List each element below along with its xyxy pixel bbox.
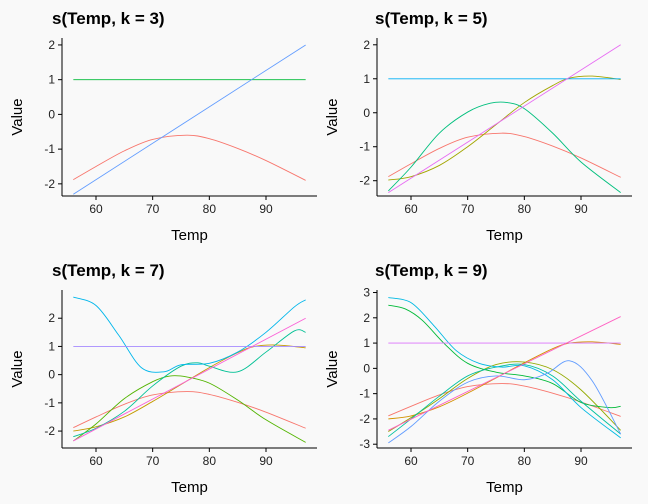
- chart-panel-4: s(Temp, k = 9) -3 -2 -1 0 1 2 3 60 70 80 90 Temp Valu…: [324, 261, 632, 496]
- series-line-5: [388, 363, 621, 437]
- x-tick-label: 90: [574, 202, 588, 216]
- series-line-1: [73, 134, 306, 181]
- y-tick-label: 1: [363, 336, 370, 350]
- y-tick-label: 1: [363, 72, 370, 86]
- series-line-5: [388, 44, 621, 193]
- panel-title: s(Temp, k = 9): [375, 261, 488, 280]
- x-tick-label: 80: [518, 202, 532, 216]
- series-line-3: [73, 44, 306, 195]
- y-tick-label: -1: [44, 142, 55, 156]
- y-tick-label: 0: [363, 106, 370, 120]
- y-axis-title: Value: [9, 350, 26, 387]
- x-tick-label: 60: [404, 202, 418, 216]
- series-line-5: [73, 296, 306, 373]
- y-tick-label: 2: [363, 311, 370, 325]
- y-tick-label: 2: [48, 311, 55, 325]
- y-tick-label: 2: [48, 38, 55, 52]
- y-axis-title: Value: [324, 350, 341, 387]
- y-tick-label: 2: [363, 38, 370, 52]
- series-line-4: [73, 329, 306, 438]
- x-tick-label: 70: [146, 202, 160, 216]
- x-tick-label: 70: [461, 454, 475, 468]
- x-tick-label: 80: [203, 454, 217, 468]
- x-tick-label: 60: [404, 454, 418, 468]
- y-tick-label: 1: [48, 73, 55, 87]
- x-tick-label: 90: [574, 454, 588, 468]
- y-tick-label: -1: [359, 140, 370, 154]
- y-tick-label: -2: [359, 174, 370, 188]
- y-tick-label: -1: [359, 387, 370, 401]
- x-tick-label: 90: [259, 202, 273, 216]
- panel-title: s(Temp, k = 7): [52, 261, 165, 280]
- x-tick-label: 60: [89, 202, 103, 216]
- series-line-4: [388, 304, 621, 409]
- y-tick-label: 0: [48, 107, 55, 121]
- x-axis-title: Temp: [171, 227, 208, 244]
- series-line-2: [73, 344, 306, 432]
- x-axis-title: Temp: [486, 227, 523, 244]
- y-tick-label: -2: [44, 177, 55, 191]
- y-tick-label: -2: [44, 424, 55, 438]
- y-axis-title: Value: [9, 98, 26, 135]
- x-tick-label: 80: [518, 454, 532, 468]
- series-line-7: [388, 360, 622, 444]
- panel-title: s(Temp, k = 3): [52, 9, 165, 28]
- series-line-7: [73, 317, 306, 442]
- x-tick-label: 60: [89, 454, 103, 468]
- y-tick-label: 3: [363, 286, 370, 300]
- y-tick-label: 0: [363, 361, 370, 375]
- x-tick-label: 70: [146, 454, 160, 468]
- series-line-2: [388, 75, 621, 181]
- x-axis-title: Temp: [486, 479, 523, 496]
- chart-panel-1: s(Temp, k = 3) -2 -1 0 1 2 60 70 80 90 Temp Value: [9, 9, 317, 244]
- chart-panel-3: s(Temp, k = 7) -2 -1 0 1 2 60 70 80 90 Temp Value: [9, 261, 317, 496]
- series-line-1: [73, 391, 306, 429]
- y-tick-label: -3: [359, 437, 370, 451]
- series-line-3: [73, 375, 306, 443]
- x-tick-label: 90: [259, 454, 273, 468]
- series-line-6: [388, 297, 621, 439]
- chart-panel-2: s(Temp, k = 5) -2 -1 0 1 2 60 70 80 90 Temp Value: [324, 9, 632, 244]
- panel-title: s(Temp, k = 5): [375, 9, 488, 28]
- y-tick-label: 1: [48, 339, 55, 353]
- y-tick-label: -1: [44, 396, 55, 410]
- series-line-9: [388, 316, 621, 431]
- x-tick-label: 70: [461, 202, 475, 216]
- x-tick-label: 80: [203, 202, 217, 216]
- series-line-3: [388, 101, 621, 193]
- y-tick-label: -2: [359, 412, 370, 426]
- y-axis-title: Value: [324, 98, 341, 135]
- y-tick-label: 0: [48, 368, 55, 382]
- series-line-2: [388, 341, 621, 420]
- x-axis-title: Temp: [171, 479, 208, 496]
